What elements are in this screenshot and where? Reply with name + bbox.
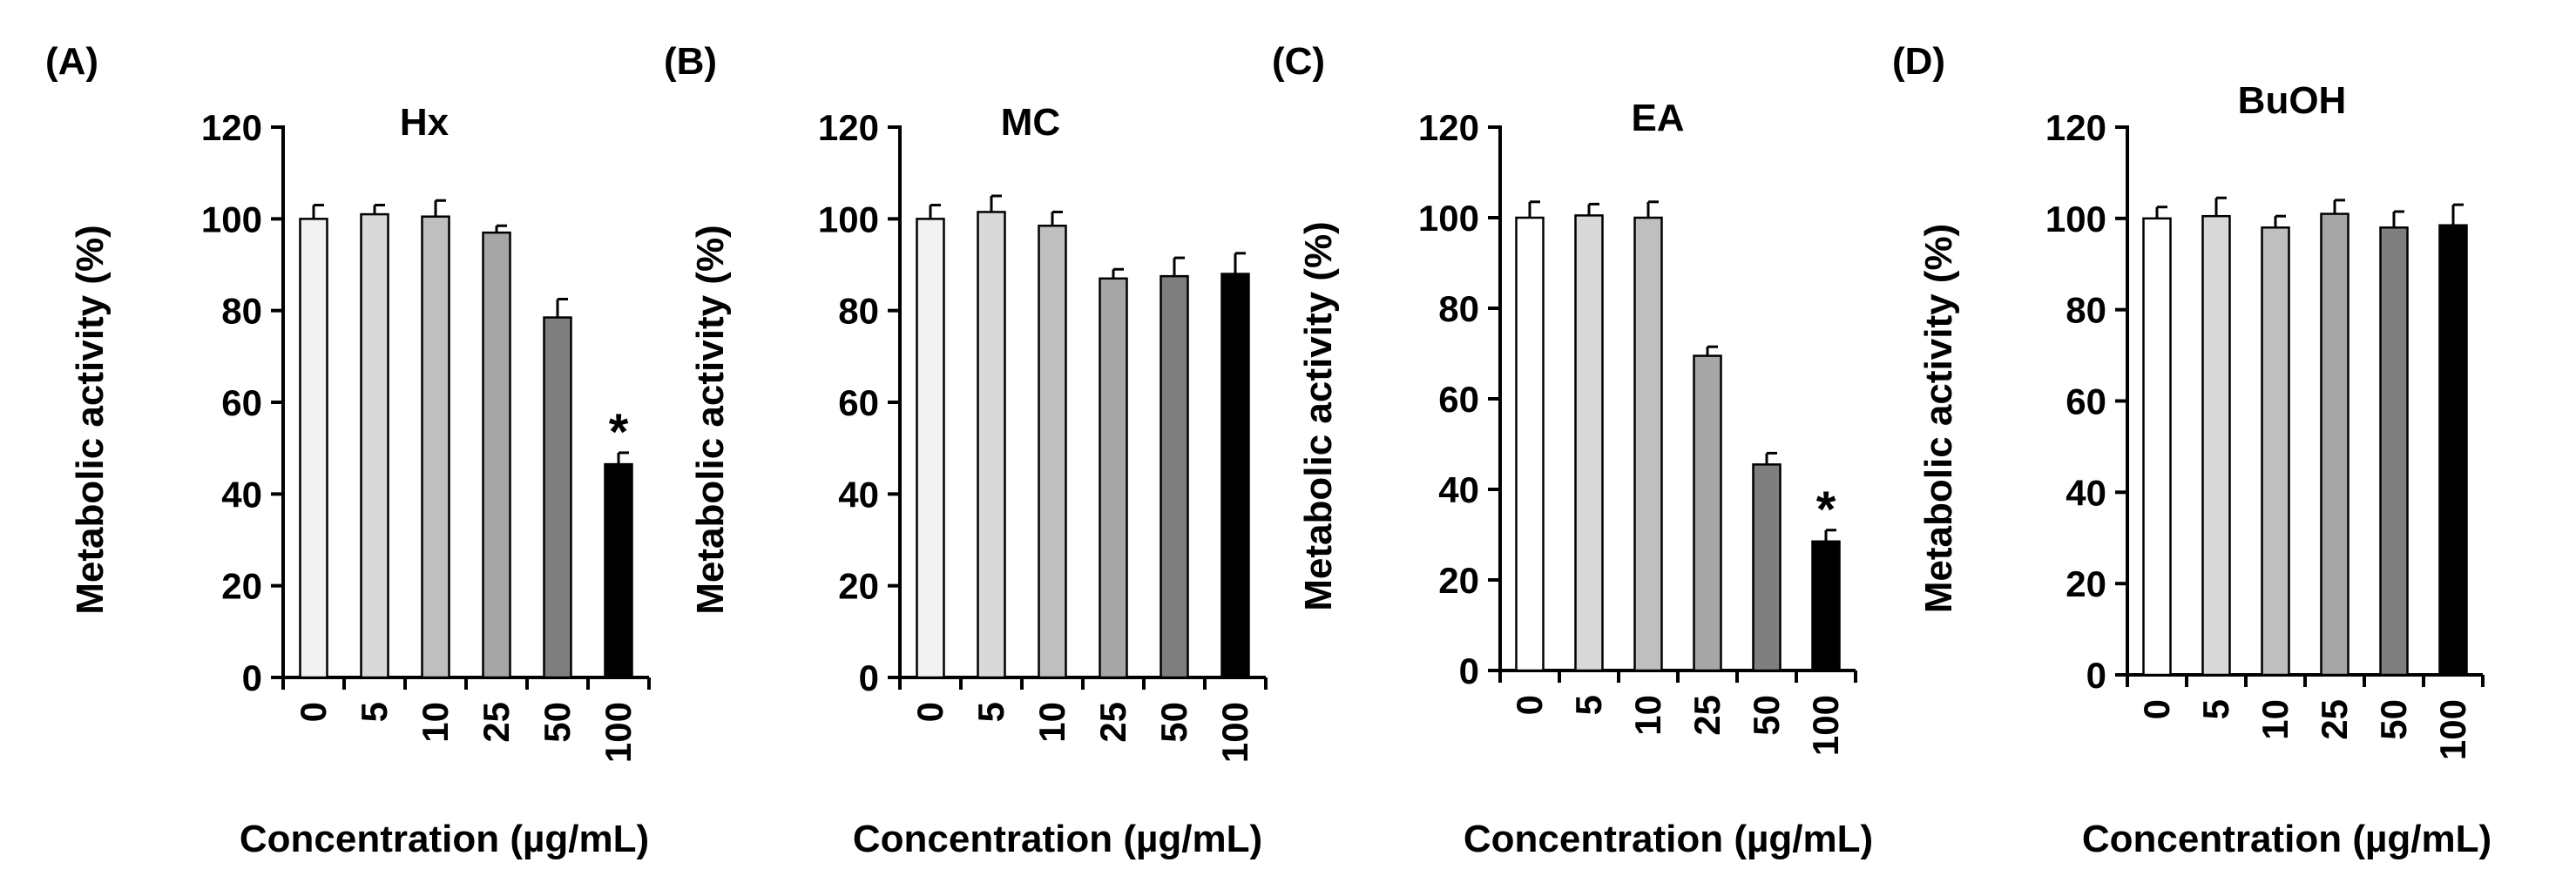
y-tick-label: 40 — [221, 474, 262, 515]
y-tick-label: 0 — [859, 657, 879, 698]
x-category-label: 5 — [2195, 699, 2236, 719]
bar — [1633, 216, 1663, 672]
y-axis-label: Metabolic activity (%) — [69, 225, 112, 614]
bar — [360, 212, 389, 679]
bar — [1811, 540, 1841, 672]
x-category-label: 25 — [2314, 699, 2355, 740]
bar — [2438, 224, 2468, 677]
x-category-label: 25 — [476, 702, 517, 743]
x-category-label: 0 — [909, 702, 950, 722]
y-tick-label: 20 — [2066, 563, 2106, 604]
x-category-label: 5 — [970, 702, 1011, 722]
x-category-label: 100 — [1214, 702, 1255, 763]
y-tick-label: 20 — [1438, 560, 1479, 601]
chart-title: MC — [1001, 101, 1060, 144]
x-category-label: 50 — [1746, 695, 1787, 736]
bar — [2201, 214, 2231, 677]
x-category-label: 0 — [293, 702, 334, 722]
bar — [1099, 277, 1128, 679]
y-tick-label: 60 — [1438, 379, 1479, 420]
y-tick-label: 0 — [2086, 655, 2106, 696]
y-axis-label: Metabolic activity (%) — [1297, 221, 1340, 610]
x-category-label: 50 — [1153, 702, 1194, 743]
bar — [977, 211, 1006, 679]
y-tick-label: 60 — [838, 382, 879, 423]
bar — [482, 231, 511, 679]
y-tick-label: 40 — [2066, 472, 2106, 513]
bar — [1160, 274, 1189, 679]
x-category-label: 5 — [1568, 695, 1609, 715]
y-tick-label: 80 — [1438, 288, 1479, 329]
bar — [2261, 226, 2290, 677]
y-tick-label: 20 — [221, 566, 262, 607]
y-axis-label: Metabolic activity (%) — [1917, 224, 1960, 613]
y-tick-label: 120 — [1418, 107, 1479, 148]
bar — [2142, 217, 2172, 677]
x-category-label: 0 — [1509, 695, 1550, 715]
bar — [1515, 216, 1545, 672]
bar — [2379, 226, 2409, 677]
chart-title: BuOH — [2238, 79, 2347, 122]
y-tick-label: 40 — [1438, 469, 1479, 510]
panel-label: (D) — [1892, 40, 1945, 83]
x-category-label: 10 — [1627, 695, 1668, 736]
bar — [543, 316, 572, 679]
x-category-label: 25 — [1687, 695, 1727, 736]
bar — [1574, 214, 1604, 672]
x-category-label: 10 — [415, 702, 456, 743]
bar — [1038, 224, 1067, 679]
bar — [1752, 463, 1782, 672]
x-category-label: 50 — [2373, 699, 2414, 740]
chart-title: EA — [1631, 97, 1684, 139]
panel-label: (A) — [45, 40, 98, 83]
x-category-label: 100 — [1805, 695, 1846, 756]
y-tick-label: 0 — [1459, 650, 1479, 691]
y-tick-label: 100 — [2045, 199, 2106, 239]
bar — [2320, 212, 2350, 677]
y-tick-label: 80 — [221, 291, 262, 332]
y-tick-label: 40 — [838, 474, 879, 515]
bar — [1693, 354, 1722, 672]
y-tick-label: 20 — [838, 566, 879, 607]
x-axis-label: Concentration (µg/mL) — [853, 818, 1262, 860]
y-tick-label: 60 — [2066, 381, 2106, 422]
y-tick-label: 80 — [838, 291, 879, 332]
bar — [299, 218, 328, 679]
y-tick-label: 120 — [2045, 107, 2106, 148]
bar — [604, 462, 633, 679]
y-tick-label: 60 — [221, 382, 262, 423]
x-axis-label: Concentration (µg/mL) — [240, 818, 649, 860]
x-category-label: 10 — [1031, 702, 1072, 743]
bar — [421, 215, 450, 679]
y-tick-label: 100 — [201, 199, 262, 239]
x-axis-label: Concentration (µg/mL) — [1464, 818, 1873, 860]
y-tick-label: 80 — [2066, 290, 2106, 331]
x-category-label: 100 — [598, 702, 639, 763]
y-tick-label: 100 — [1418, 198, 1479, 239]
y-tick-label: 0 — [242, 657, 262, 698]
x-category-label: 5 — [354, 702, 395, 722]
chart-title: Hx — [400, 101, 450, 144]
y-tick-label: 120 — [201, 107, 262, 148]
x-category-label: 100 — [2432, 699, 2473, 760]
x-axis-label: Concentration (µg/mL) — [2082, 818, 2491, 860]
significance-marker: * — [609, 404, 629, 461]
bar — [916, 218, 945, 679]
panel-label: (B) — [664, 40, 717, 83]
panel-label: (C) — [1272, 40, 1325, 83]
y-axis-label: Metabolic activity (%) — [689, 225, 732, 614]
x-category-label: 10 — [2255, 699, 2295, 740]
x-category-label: 0 — [2136, 699, 2177, 719]
y-tick-label: 120 — [818, 107, 879, 148]
x-category-label: 50 — [537, 702, 578, 743]
x-category-label: 25 — [1092, 702, 1133, 743]
y-tick-label: 100 — [818, 199, 879, 239]
significance-marker: * — [1816, 482, 1836, 538]
bar — [1220, 273, 1250, 679]
